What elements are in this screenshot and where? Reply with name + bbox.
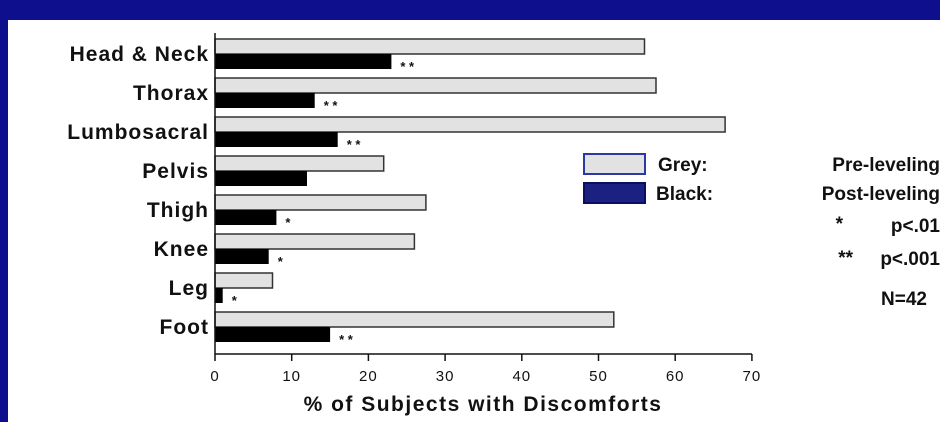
legend-note-text-1: p<.01 <box>891 216 940 237</box>
x-tick-label-0: 0 <box>210 368 219 385</box>
bar-pre-leg <box>214 272 274 289</box>
bar-post-foot <box>215 327 331 342</box>
x-tick-label-40: 40 <box>512 368 531 385</box>
legend-swatch-grey <box>583 153 646 175</box>
x-tick-label-10: 10 <box>282 368 301 385</box>
legend-label-grey: Pre-leveling <box>832 155 940 176</box>
legend-label-black: Post-leveling <box>822 184 940 205</box>
category-label-thigh: Thigh <box>147 199 209 222</box>
significance-marks: * * * * * * * * * * * <box>232 59 415 347</box>
x-axis-title: % of Subjects with Discomforts <box>304 393 663 416</box>
sig-mark-thigh: * <box>285 215 291 230</box>
x-tick-label-50: 50 <box>589 368 608 385</box>
legend-note-mark-1: * <box>836 214 844 235</box>
x-axis: 0 10 20 30 40 50 60 70 <box>210 33 762 385</box>
category-label-thorax: Thorax <box>133 82 209 105</box>
sample-size: N=42 <box>881 289 927 310</box>
category-labels: Head & Neck Thorax Lumbosacral Pelvis Thigh K… <box>67 43 209 339</box>
x-tick-label-60: 60 <box>666 368 685 385</box>
category-label-lumbosacral: Lumbosacral <box>67 121 209 144</box>
sig-mark-head-neck: * * <box>400 59 415 74</box>
bar-post-thigh <box>215 210 277 225</box>
bar-pre-knee <box>214 233 416 250</box>
legend-note-text-2: p<.001 <box>880 249 940 270</box>
bar-post-thorax <box>215 93 315 108</box>
bar-pre-thigh <box>214 194 427 211</box>
legend-key-grey: Grey: <box>658 155 708 176</box>
legend: Grey: Pre-leveling Black: Post-leveling … <box>583 153 940 310</box>
sig-mark-lumbosacral: * * <box>347 137 362 152</box>
bar-pre-foot <box>214 311 615 328</box>
legend-key-black: Black: <box>656 184 713 205</box>
bar-chart: Head & Neck Thorax Lumbosacral Pelvis Thigh K… <box>67 33 940 416</box>
legend-swatch-black <box>583 182 646 204</box>
bar-post-head-neck <box>215 54 392 69</box>
category-label-foot: Foot <box>160 316 209 339</box>
sig-mark-foot: * * <box>339 332 354 347</box>
bar-pre-pelvis <box>214 155 385 172</box>
sig-mark-knee: * <box>278 254 284 269</box>
category-label-leg: Leg <box>169 277 209 300</box>
slide-panel: Head & Neck Thorax Lumbosacral Pelvis Thigh K… <box>8 20 940 422</box>
x-tick-label-30: 30 <box>436 368 455 385</box>
legend-note-mark-2: ** <box>838 248 853 269</box>
category-label-head-neck: Head & Neck <box>70 43 209 66</box>
category-label-knee: Knee <box>154 238 209 261</box>
x-tick-label-20: 20 <box>359 368 378 385</box>
bar-post-knee <box>215 249 269 264</box>
bar-post-leg <box>215 288 223 303</box>
bar-pre-thorax <box>214 77 657 94</box>
bar-post-lumbosacral <box>215 132 338 147</box>
sig-mark-thorax: * * <box>324 98 339 113</box>
bar-post-pelvis <box>215 171 307 186</box>
category-label-pelvis: Pelvis <box>142 160 209 183</box>
bar-pre-lumbosacral <box>214 116 726 133</box>
x-tick-label-70: 70 <box>743 368 762 385</box>
bars-layer <box>214 38 726 342</box>
sig-mark-leg: * <box>232 293 238 308</box>
bar-pre-head-neck <box>214 38 646 55</box>
